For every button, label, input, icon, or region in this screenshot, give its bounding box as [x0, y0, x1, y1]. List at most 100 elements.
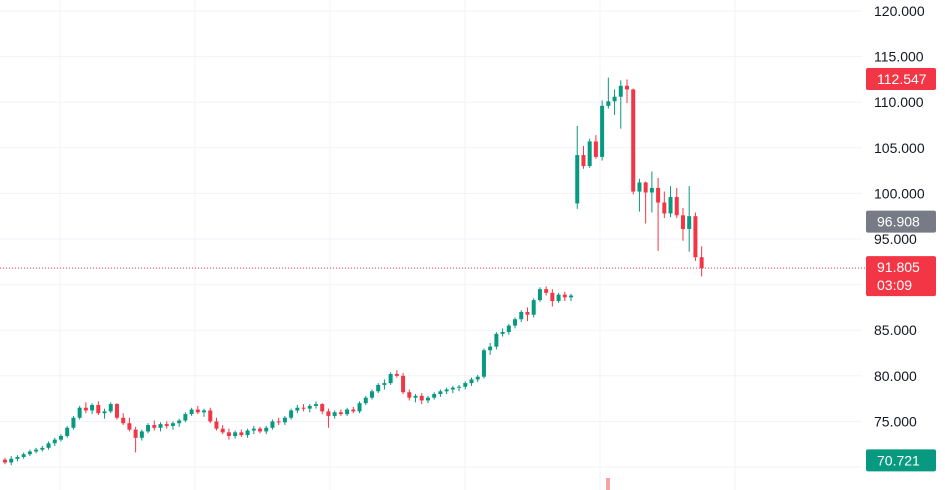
candle — [544, 286, 549, 296]
candle — [139, 429, 144, 441]
candle — [562, 291, 567, 302]
candle — [481, 348, 486, 379]
candle — [21, 452, 26, 459]
candle — [587, 138, 592, 168]
candle — [513, 317, 518, 329]
candle — [183, 412, 188, 423]
candle — [600, 100, 605, 161]
candle — [15, 455, 20, 462]
candle — [295, 404, 300, 414]
candle — [52, 437, 57, 447]
mid-price-label-text: 96.908 — [877, 214, 920, 230]
current-price-label-text: 91.805 — [877, 259, 920, 275]
candle — [27, 449, 32, 457]
candle — [631, 88, 636, 195]
current-price-label: 91.805 03:09 — [866, 256, 936, 297]
candle — [96, 401, 101, 416]
candle — [457, 384, 462, 392]
candle — [388, 372, 393, 385]
candle — [127, 417, 132, 432]
candle — [258, 426, 263, 434]
candle — [34, 447, 39, 454]
candle — [77, 405, 82, 420]
tick-label: 85.000 — [874, 322, 917, 338]
candle — [245, 428, 250, 438]
candle — [556, 292, 561, 303]
candle — [506, 323, 511, 335]
candle — [332, 410, 337, 419]
candle — [668, 186, 673, 218]
tick-label: 100.000 — [874, 185, 925, 201]
candle — [674, 187, 679, 219]
tick-label: 75.000 — [874, 413, 917, 429]
candle — [444, 387, 449, 395]
candle — [164, 421, 169, 429]
candle — [662, 191, 667, 219]
candle — [233, 430, 238, 439]
candle — [220, 425, 225, 435]
candle — [58, 434, 63, 442]
candle — [687, 186, 692, 252]
candle — [195, 405, 200, 415]
candle — [40, 446, 45, 452]
tick-label: 105.000 — [874, 140, 925, 156]
candle — [363, 395, 368, 405]
countdown-timer: 03:09 — [877, 277, 912, 293]
tick-label: 80.000 — [874, 368, 917, 384]
candle — [475, 374, 480, 383]
price-axis: 120.000 115.000 110.000 105.000 100.000 95.00… — [866, 3, 936, 472]
candle — [500, 328, 505, 337]
candle — [202, 408, 207, 417]
candle — [214, 417, 219, 431]
candle — [369, 389, 374, 400]
candle — [46, 441, 51, 450]
candle — [121, 413, 126, 426]
candle — [270, 419, 275, 430]
candle — [108, 402, 113, 414]
tick-label: 115.000 — [874, 49, 924, 65]
candle — [463, 381, 468, 390]
candle — [432, 392, 437, 400]
candle — [9, 456, 14, 466]
candle — [419, 393, 424, 405]
candle — [656, 177, 661, 251]
candle — [133, 426, 138, 453]
candle — [351, 406, 356, 414]
candle — [382, 379, 387, 390]
candle — [401, 373, 406, 395]
grid-lines — [0, 0, 862, 490]
low-price-label-text: 70.721 — [877, 452, 920, 468]
candle — [102, 408, 107, 419]
candle — [301, 404, 306, 412]
candle — [625, 79, 629, 104]
candle — [338, 409, 343, 416]
tick-label: 120.000 — [874, 3, 925, 19]
candle — [637, 178, 642, 212]
candles — [3, 77, 704, 490]
candle — [699, 246, 704, 277]
high-price-label: 112.547 — [866, 67, 936, 90]
candle — [569, 293, 574, 302]
candle — [438, 389, 443, 397]
candle — [581, 145, 586, 169]
candle — [612, 89, 617, 115]
candle — [239, 429, 244, 437]
candle — [71, 415, 76, 430]
candle — [276, 417, 281, 426]
tick-label: 95.000 — [874, 231, 917, 247]
candle — [425, 395, 430, 404]
candle — [519, 310, 524, 322]
candle — [680, 207, 685, 241]
candle — [226, 428, 231, 440]
candle — [326, 408, 331, 428]
candle — [488, 342, 493, 355]
candle — [394, 370, 399, 378]
candle — [189, 407, 194, 416]
candle — [90, 403, 95, 415]
candle — [537, 287, 542, 302]
candle — [282, 415, 287, 426]
candle — [65, 425, 70, 438]
candle — [345, 407, 350, 416]
tick-label: 110.000 — [874, 94, 924, 110]
